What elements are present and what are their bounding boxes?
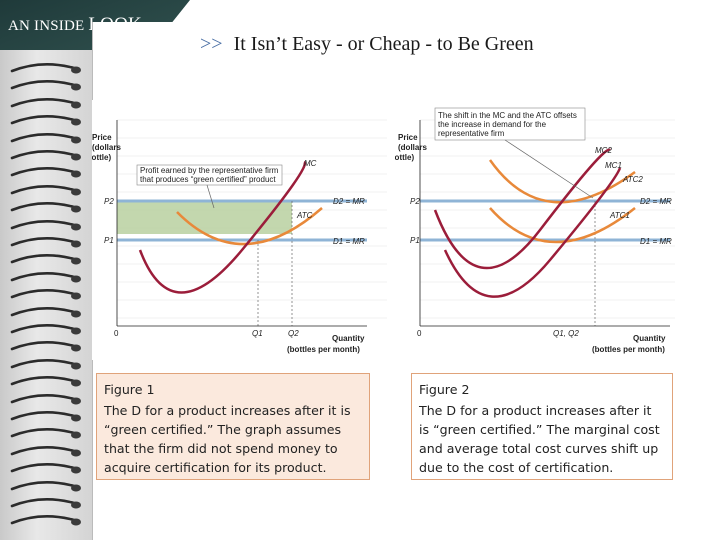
figure2-graph: The shift in the MC and the ATC offsets … [395, 100, 695, 360]
spiral-ring [10, 236, 81, 248]
fig2-annotation-line2: the increase in demand for the [438, 120, 547, 129]
atc1-curve [489, 207, 636, 244]
spiral-ring [10, 376, 81, 387]
fig1-p1-label: P1 [104, 236, 114, 245]
spiral-ring [10, 167, 81, 178]
fig1-annotation-line2: that produces “green certified” product [140, 175, 276, 184]
fig2-atc1-label: ATC1 [609, 211, 630, 220]
fig1-mc-label: MC [304, 159, 317, 168]
spiral-ring [10, 306, 81, 318]
title-text: It Isn’t Easy - or Cheap - to Be Green [233, 33, 534, 55]
spiral-ring [10, 410, 81, 422]
fig1-x-label-1: Quantity [332, 334, 365, 343]
fig2-mc2-label: MC2 [595, 146, 612, 155]
figure1-caption: Figure 1 The D for a product increases a… [96, 373, 370, 480]
fig1-x-label-2: (bottles per month) [287, 345, 360, 354]
spiral-ring [10, 341, 81, 352]
fig2-p1-label: P1 [410, 236, 420, 245]
spiral-ring [10, 497, 81, 509]
fig1-y-label-2: (dollars [92, 143, 121, 152]
figure1-graph: Profit earned by the representative firm… [92, 100, 392, 360]
fig1-y-label-3: per bottle) [92, 153, 111, 162]
fig2-origin: 0 [417, 329, 422, 338]
spiral-ring [10, 463, 81, 474]
mc2-curve [433, 148, 612, 270]
atc2-curve [488, 159, 636, 204]
fig2-y-label-1: Price [398, 133, 418, 142]
spiral-ring [10, 219, 81, 231]
figure2-caption-text: The D for a product increases after it i… [419, 403, 660, 475]
fig1-annotation-line1: Profit earned by the representative firm [140, 166, 279, 175]
figure1-caption-text: The D for a product increases after it i… [104, 403, 351, 475]
fig2-p2-label: P2 [410, 197, 420, 206]
spiral-ring [10, 480, 81, 492]
profit-area [117, 201, 292, 234]
spiral-ring [10, 358, 81, 370]
spiral-ring [10, 149, 81, 161]
spiral-ring [10, 62, 81, 74]
spiral-ring [10, 445, 81, 457]
fig2-d2-label: D2 = MR [640, 197, 672, 206]
spiral-ring [10, 115, 81, 126]
mc-curve [138, 160, 307, 294]
fig1-q2-label: Q2 [288, 329, 299, 338]
fig1-atc-label: ATC [296, 211, 313, 220]
figure1-caption-title: Figure 1 [104, 382, 155, 397]
spiral-ring [10, 323, 81, 335]
fig1-d2-label: D2 = MR [333, 197, 365, 206]
fig2-x-label-2: (bottles per month) [592, 345, 665, 354]
fig2-y-label-2: (dollars [398, 143, 427, 152]
spiral-ring [10, 393, 81, 405]
spiral-ring [10, 97, 81, 109]
fig1-y-label-1: Price [92, 133, 112, 142]
fig1-q1-label: Q1 [252, 329, 263, 338]
fig2-annotation-line3: representative firm [438, 129, 505, 138]
spiral-ring [10, 80, 81, 91]
figure2-caption: Figure 2 The D for a product increases a… [411, 373, 673, 480]
spiral-ring [10, 289, 81, 300]
mc1-curve [443, 167, 622, 298]
spiral-ring [10, 515, 81, 526]
section-label-prefix: AN INSIDE [8, 18, 85, 34]
spiral-ring [10, 202, 81, 213]
spiral-ring [10, 132, 81, 144]
figure2-caption-title: Figure 2 [419, 382, 470, 397]
fig2-d1-label: D1 = MR [640, 237, 672, 246]
spiral-ring [10, 254, 81, 265]
spiral-ring [10, 184, 81, 196]
fig1-d1-label: D1 = MR [333, 237, 365, 246]
fig2-y-label-3: per bottle) [395, 153, 414, 162]
spiral-ring [10, 428, 81, 439]
fig2-x-label-1: Quantity [633, 334, 666, 343]
fig1-origin: 0 [114, 329, 119, 338]
fig2-mc1-label: MC1 [605, 161, 622, 170]
fig1-p2-label: P2 [104, 197, 114, 206]
fig2-q-label: Q1, Q2 [553, 329, 579, 338]
page-title: >> It Isn’t Easy - or Cheap - to Be Gree… [200, 33, 534, 56]
fig2-atc2-label: ATC2 [622, 175, 643, 184]
title-arrows: >> [200, 33, 223, 55]
spiral-ring [10, 271, 81, 283]
fig2-annotation-line1: The shift in the MC and the ATC offsets [438, 111, 577, 120]
